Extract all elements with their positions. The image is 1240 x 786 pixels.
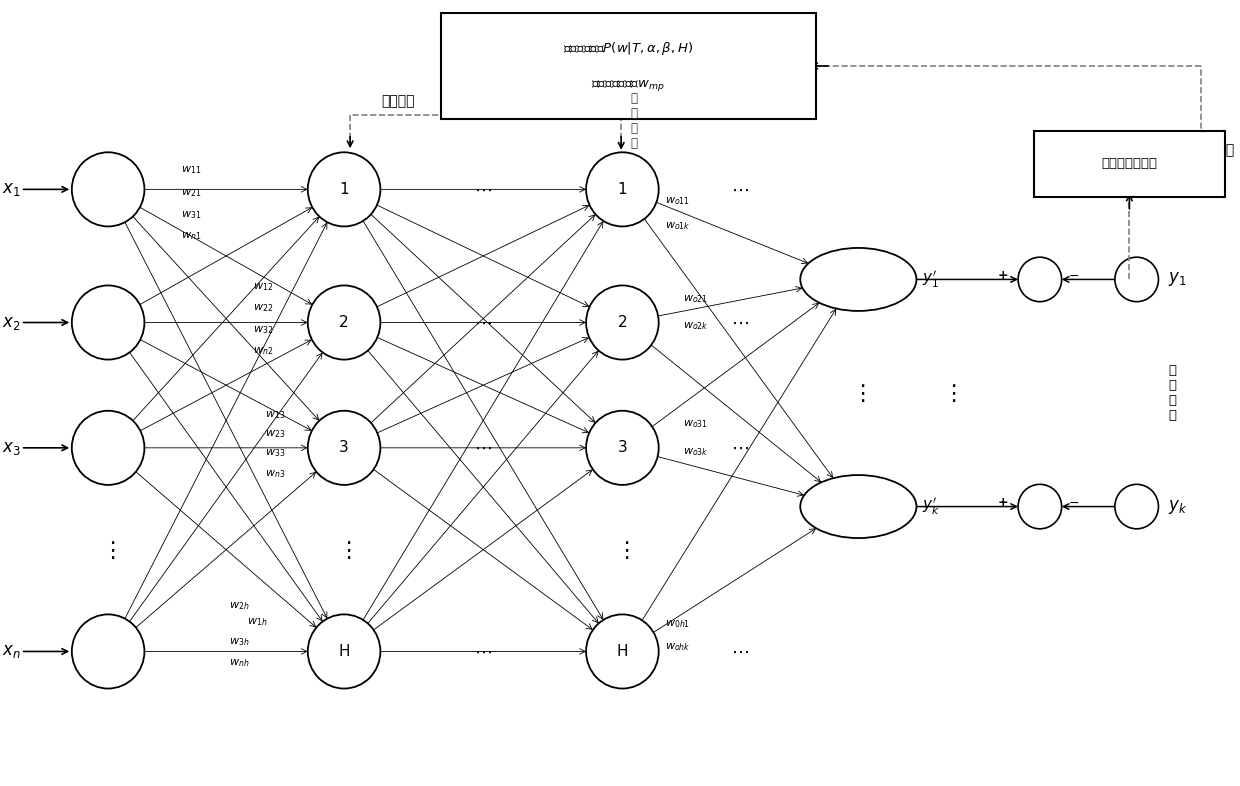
Text: $x_1$: $x_1$ bbox=[2, 180, 21, 198]
Text: $\cdots$: $\cdots$ bbox=[732, 439, 749, 457]
Text: $w_{23}$: $w_{23}$ bbox=[265, 428, 285, 439]
Text: $\cdots$: $\cdots$ bbox=[732, 642, 749, 660]
Ellipse shape bbox=[1115, 484, 1158, 529]
Text: +: + bbox=[998, 496, 1008, 509]
Text: $x_2$: $x_2$ bbox=[2, 314, 21, 332]
Text: $\cdots$: $\cdots$ bbox=[474, 439, 492, 457]
Text: $w_{13}$: $w_{13}$ bbox=[265, 409, 285, 421]
FancyBboxPatch shape bbox=[1034, 130, 1225, 197]
Text: $\cdots$: $\cdots$ bbox=[474, 314, 492, 332]
Ellipse shape bbox=[308, 615, 381, 689]
Text: 调整权值: 调整权值 bbox=[382, 94, 415, 108]
Text: $\vdots$: $\vdots$ bbox=[851, 382, 866, 404]
Text: $w_{11}$: $w_{11}$ bbox=[181, 164, 201, 176]
Text: $w_{31}$: $w_{31}$ bbox=[181, 209, 201, 221]
Text: 1: 1 bbox=[618, 182, 627, 196]
Text: H: H bbox=[616, 644, 629, 659]
Text: $w_{32}$: $w_{32}$ bbox=[253, 325, 274, 336]
FancyBboxPatch shape bbox=[441, 13, 816, 119]
Text: $x_n$: $x_n$ bbox=[2, 642, 21, 660]
Ellipse shape bbox=[72, 411, 144, 485]
Text: $y_1'$: $y_1'$ bbox=[923, 269, 940, 290]
Ellipse shape bbox=[587, 411, 658, 485]
Text: $w_{1h}$: $w_{1h}$ bbox=[247, 615, 268, 627]
Text: 调
整
权
值: 调 整 权 值 bbox=[631, 92, 637, 150]
Text: $w_{o11}$: $w_{o11}$ bbox=[665, 195, 689, 207]
Ellipse shape bbox=[308, 411, 381, 485]
Text: 期
望
输
出: 期 望 输 出 bbox=[1168, 364, 1176, 422]
Text: $y_1$: $y_1$ bbox=[1168, 270, 1187, 288]
Text: 误差大于设定值: 误差大于设定值 bbox=[1101, 157, 1157, 171]
Text: $\cdots$: $\cdots$ bbox=[732, 180, 749, 198]
Text: 3: 3 bbox=[340, 440, 348, 455]
Text: $w_{n3}$: $w_{n3}$ bbox=[265, 468, 285, 479]
Text: $x_3$: $x_3$ bbox=[2, 439, 21, 457]
Text: $\cdots$: $\cdots$ bbox=[732, 314, 749, 332]
Ellipse shape bbox=[1018, 484, 1061, 529]
Text: 3: 3 bbox=[618, 440, 627, 455]
Text: $w_{nh}$: $w_{nh}$ bbox=[229, 657, 249, 669]
Ellipse shape bbox=[72, 152, 144, 226]
Text: $w_{0h1}$: $w_{0h1}$ bbox=[665, 618, 689, 630]
Text: $\cdots$: $\cdots$ bbox=[474, 642, 492, 660]
Text: $-$: $-$ bbox=[1068, 496, 1079, 509]
Text: $y_k'$: $y_k'$ bbox=[923, 496, 940, 517]
Ellipse shape bbox=[1115, 257, 1158, 302]
Text: $w_{o3k}$: $w_{o3k}$ bbox=[683, 446, 708, 457]
Ellipse shape bbox=[1018, 257, 1061, 302]
Text: 1: 1 bbox=[340, 182, 348, 196]
Text: $-$: $-$ bbox=[1068, 269, 1079, 282]
Text: $w_{n1}$: $w_{n1}$ bbox=[181, 230, 201, 242]
Text: $w_{o2k}$: $w_{o2k}$ bbox=[683, 321, 708, 332]
Ellipse shape bbox=[800, 248, 916, 311]
Text: 2: 2 bbox=[340, 315, 348, 330]
Text: +: + bbox=[998, 269, 1008, 282]
Text: $w_{2h}$: $w_{2h}$ bbox=[229, 601, 249, 612]
Ellipse shape bbox=[587, 152, 658, 226]
Text: 更新后验概率: 更新后验概率 bbox=[1184, 144, 1235, 158]
Ellipse shape bbox=[800, 475, 916, 538]
Text: $\cdots$: $\cdots$ bbox=[474, 180, 492, 198]
Text: $w_{o21}$: $w_{o21}$ bbox=[683, 293, 708, 305]
Text: $w_{3h}$: $w_{3h}$ bbox=[229, 636, 249, 648]
Text: $\vdots$: $\vdots$ bbox=[100, 538, 115, 560]
Text: $w_{12}$: $w_{12}$ bbox=[253, 281, 274, 293]
Ellipse shape bbox=[72, 285, 144, 359]
Text: $\vdots$: $\vdots$ bbox=[615, 538, 630, 560]
Text: $w_{ohk}$: $w_{ohk}$ bbox=[665, 641, 691, 653]
Ellipse shape bbox=[72, 615, 144, 689]
Ellipse shape bbox=[587, 285, 658, 359]
Text: 找出最可能权值$w_{mp}$: 找出最可能权值$w_{mp}$ bbox=[591, 78, 666, 93]
Text: 2: 2 bbox=[618, 315, 627, 330]
Text: $w_{o31}$: $w_{o31}$ bbox=[683, 418, 708, 430]
Text: $y_k$: $y_k$ bbox=[1168, 498, 1188, 516]
Text: $\vdots$: $\vdots$ bbox=[942, 382, 956, 404]
Text: $w_{22}$: $w_{22}$ bbox=[253, 303, 274, 314]
Text: $\vdots$: $\vdots$ bbox=[337, 538, 351, 560]
Ellipse shape bbox=[308, 152, 381, 226]
Text: H: H bbox=[339, 644, 350, 659]
Text: $w_{o1k}$: $w_{o1k}$ bbox=[665, 220, 691, 232]
Text: $w_{33}$: $w_{33}$ bbox=[265, 447, 285, 459]
Ellipse shape bbox=[587, 615, 658, 689]
Text: 贝叶斯方法求$P(w|T,\alpha,\beta,H)$: 贝叶斯方法求$P(w|T,\alpha,\beta,H)$ bbox=[563, 40, 693, 57]
Text: $w_{n2}$: $w_{n2}$ bbox=[253, 346, 274, 358]
Ellipse shape bbox=[308, 285, 381, 359]
Text: $w_{21}$: $w_{21}$ bbox=[181, 187, 201, 199]
